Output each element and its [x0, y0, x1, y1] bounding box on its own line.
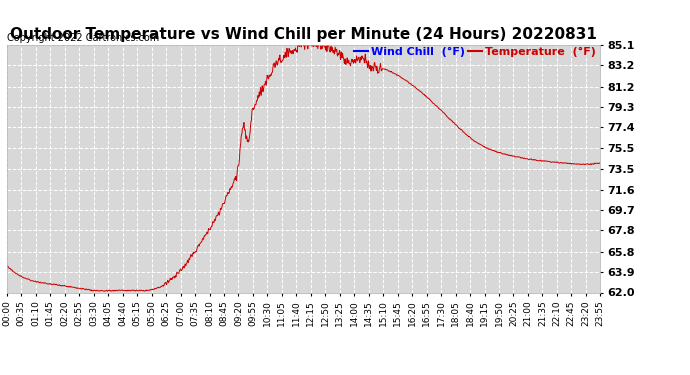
Title: Outdoor Temperature vs Wind Chill per Minute (24 Hours) 20220831: Outdoor Temperature vs Wind Chill per Mi…: [10, 27, 597, 42]
Legend: Wind Chill  (°F), Temperature  (°F): Wind Chill (°F), Temperature (°F): [350, 42, 600, 62]
Text: Copyright 2022 Cartronics.com: Copyright 2022 Cartronics.com: [7, 33, 159, 42]
